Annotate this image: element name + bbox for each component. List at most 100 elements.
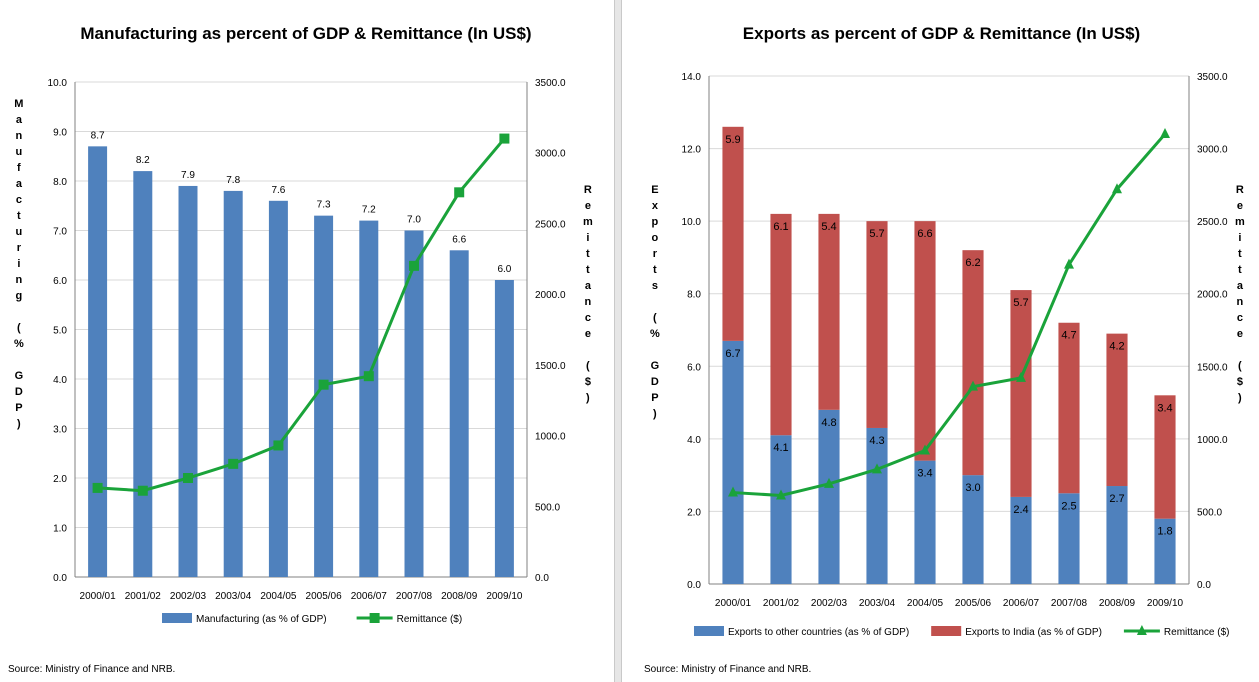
bar <box>404 230 424 577</box>
y-tick-label: 3.0 <box>53 425 67 436</box>
x-tick-label: 2007/08 <box>396 591 433 602</box>
data-label: 6.0 <box>497 264 511 275</box>
line-marker <box>1112 183 1122 194</box>
y-tick-label: 9.0 <box>53 128 67 139</box>
x-tick-label: 2001/02 <box>763 598 800 609</box>
line-marker <box>183 473 193 483</box>
legend-swatch <box>162 613 192 623</box>
bar <box>722 126 744 341</box>
bar <box>223 190 243 577</box>
legend-label: Manufacturing (as % of GDP) <box>196 614 327 625</box>
legend-label: Exports to India (as % of GDP) <box>965 627 1102 638</box>
y2-tick-label: 1000.0 <box>1197 435 1228 446</box>
bar <box>914 221 936 461</box>
data-label: 6.7 <box>725 348 740 360</box>
y-tick-label: 2.0 <box>53 474 67 485</box>
data-label: 7.9 <box>181 170 195 181</box>
y2-tick-label: 0.0 <box>535 573 549 584</box>
data-label: 6.6 <box>452 234 466 245</box>
panel-divider <box>614 0 622 682</box>
bar <box>1010 290 1032 497</box>
x-tick-label: 2003/04 <box>859 598 896 609</box>
y-tick-label: 12.0 <box>682 145 702 156</box>
y-tick-label: 1.0 <box>53 524 67 535</box>
y2-tick-label: 1500.0 <box>1197 362 1228 373</box>
data-label: 8.2 <box>136 155 150 166</box>
bar <box>1106 333 1128 487</box>
y2-tick-label: 2500.0 <box>1197 217 1228 228</box>
bar <box>818 213 840 410</box>
line-marker <box>454 187 465 198</box>
x-tick-label: 2004/05 <box>907 598 944 609</box>
y2-tick-label: 500.0 <box>535 502 560 513</box>
bar <box>866 427 888 584</box>
bar <box>914 460 936 584</box>
y-tick-label: 8.0 <box>687 290 701 301</box>
bar <box>818 409 840 584</box>
y2-tick-label: 3500.0 <box>1197 72 1228 83</box>
line-marker <box>409 260 419 271</box>
data-label: 5.9 <box>725 134 740 146</box>
data-label: 7.6 <box>271 185 285 196</box>
x-tick-label: 2009/10 <box>486 591 523 602</box>
y2-tick-label: 1500.0 <box>535 361 566 372</box>
data-label: 4.7 <box>1061 330 1076 342</box>
bar <box>133 171 153 577</box>
x-tick-label: 2008/09 <box>441 591 478 602</box>
bar <box>1010 496 1032 584</box>
y-tick-label: 7.0 <box>53 227 67 238</box>
y-tick-label: 6.0 <box>53 276 67 287</box>
y-tick-label: 10.0 <box>682 217 702 228</box>
y-tick-label: 2.0 <box>687 507 701 518</box>
line-marker <box>92 482 103 493</box>
line-marker <box>318 379 329 390</box>
y2-tick-label: 3000.0 <box>1197 145 1228 156</box>
data-label: 5.7 <box>869 228 884 240</box>
line-marker <box>728 486 738 497</box>
bar <box>1058 493 1080 584</box>
y2-tick-label: 1000.0 <box>535 432 566 443</box>
y-tick-label: 0.0 <box>687 580 701 591</box>
bar <box>962 250 984 476</box>
legend-label: Remittance ($) <box>397 614 463 625</box>
y2-tick-label: 0.0 <box>1197 580 1211 591</box>
data-label: 3.4 <box>917 468 932 480</box>
bar <box>1154 395 1176 519</box>
y2-tick-label: 3000.0 <box>535 149 566 160</box>
data-label: 3.4 <box>1157 402 1172 414</box>
legend-label: Exports to other countries (as % of GDP) <box>728 627 909 638</box>
x-tick-label: 2002/03 <box>170 591 207 602</box>
legend-line-marker <box>369 613 380 623</box>
x-tick-label: 2000/01 <box>715 598 752 609</box>
x-tick-label: 2005/06 <box>306 591 343 602</box>
line-marker <box>776 489 786 500</box>
bar <box>1154 518 1176 584</box>
line-marker <box>1160 128 1170 139</box>
data-label: 4.2 <box>1109 341 1124 353</box>
data-label: 7.3 <box>317 200 331 211</box>
x-tick-label: 2007/08 <box>1051 598 1088 609</box>
bar <box>722 340 744 584</box>
line-marker <box>968 380 978 391</box>
x-tick-label: 2008/09 <box>1099 598 1136 609</box>
bar <box>770 213 792 436</box>
bar <box>314 215 334 577</box>
line-marker <box>824 477 834 488</box>
x-tick-label: 2001/02 <box>125 591 162 602</box>
legend-swatch <box>694 626 724 636</box>
y-tick-label: 14.0 <box>682 72 702 83</box>
y2-tick-label: 500.0 <box>1197 507 1222 518</box>
data-label: 5.7 <box>1013 297 1028 309</box>
bar <box>449 250 469 578</box>
y-tick-label: 0.0 <box>53 573 67 584</box>
line-marker <box>872 463 882 474</box>
data-label: 2.4 <box>1013 504 1028 516</box>
x-tick-label: 2009/10 <box>1147 598 1184 609</box>
x-tick-label: 2005/06 <box>955 598 992 609</box>
bar <box>1058 322 1080 494</box>
y-tick-label: 5.0 <box>53 326 67 337</box>
